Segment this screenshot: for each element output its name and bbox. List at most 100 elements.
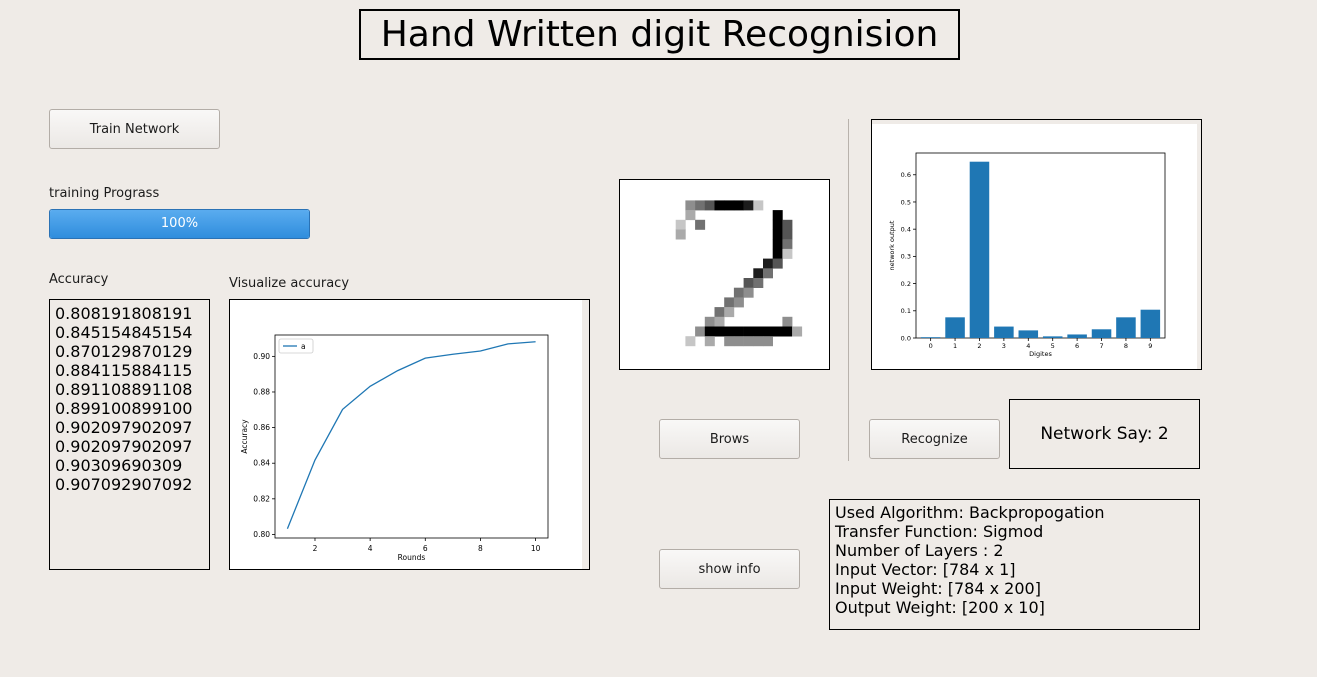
bar <box>920 337 941 338</box>
digit-pixel <box>724 326 735 337</box>
digit-pixel <box>772 210 783 221</box>
y-tick-label: 0.5 <box>901 198 911 206</box>
y-tick-label: 0.80 <box>253 530 270 539</box>
accuracy-line-chart: 2 4 6 8 10 0.80 0.82 0.84 0.86 0.88 0.90 Rounds Accu… <box>240 300 589 569</box>
show-info-button[interactable]: show info <box>659 549 800 589</box>
digit-pixel <box>724 307 735 318</box>
digit-pixel <box>753 326 764 337</box>
digit-pixel <box>772 229 783 240</box>
legend-label: a <box>301 342 306 351</box>
bar <box>945 317 965 338</box>
accuracy-list: 0.808191808191 0.845154845154 0.8701298701… <box>49 299 210 570</box>
y-tick-label: 0.4 <box>901 225 911 233</box>
x-tick-label: 6 <box>423 544 428 553</box>
digit-pixel <box>675 229 686 240</box>
browse-button[interactable]: Brows <box>659 419 800 459</box>
network-output-bar-chart: 0 1 2 3 4 5 6 7 8 9 0.0 0.1 0.2 0.3 0.4 0.5 0.6 Digites ne… <box>872 120 1201 369</box>
x-tick-label: 4 <box>368 544 373 553</box>
info-line: Input Weight: [784 x 200] <box>835 579 1041 598</box>
y-tick-label: 0.2 <box>901 280 911 288</box>
digit-pixel <box>772 219 783 230</box>
digit-pixel <box>685 210 696 221</box>
recognize-button[interactable]: Recognize <box>869 419 1000 459</box>
y-tick-label: 0.86 <box>253 423 270 432</box>
x-tick-label: 1 <box>953 342 957 350</box>
y-tick-label: 0.88 <box>253 387 270 396</box>
network-output-chart-frame: 0 1 2 3 4 5 6 7 8 9 0.0 0.1 0.2 0.3 0.4 0.5 0.6 Digites ne… <box>871 119 1202 370</box>
digit-pixel <box>763 268 773 279</box>
digit-pixel <box>743 326 754 337</box>
bar <box>994 326 1014 338</box>
digit-pixel <box>782 219 793 230</box>
network-info-panel: Used Algorithm: Backpropogation Transfer … <box>829 499 1200 630</box>
vertical-divider <box>848 119 849 461</box>
x-tick-label: 8 <box>1124 342 1128 350</box>
digit-pixel <box>704 316 715 327</box>
digit-pixel <box>763 336 773 347</box>
y-axis-label: network output <box>888 220 896 270</box>
digit-pixel <box>743 200 754 211</box>
y-tick-label: 0.0 <box>901 334 911 342</box>
bar <box>1067 334 1087 338</box>
x-tick-label: 7 <box>1099 342 1103 350</box>
digit-image <box>675 200 803 347</box>
x-axis-label: Rounds <box>398 553 426 562</box>
y-tick-label: 0.6 <box>901 171 911 179</box>
digit-pixel <box>753 200 764 211</box>
network-result-display: Network Say: 2 <box>1009 399 1200 469</box>
bar <box>1042 336 1063 338</box>
info-line: Used Algorithm: Backpropogation <box>835 503 1105 522</box>
digit-pixel <box>743 336 754 347</box>
accuracy-value: 0.870129870129 <box>55 342 193 361</box>
digit-pixel <box>724 297 735 308</box>
digit-pixel <box>685 200 696 211</box>
train-network-button[interactable]: Train Network <box>49 109 220 149</box>
app-title: Hand Written digit Recognision <box>359 9 960 60</box>
x-tick-label: 3 <box>1002 342 1006 350</box>
digit-pixel <box>772 326 783 337</box>
y-tick-label: 0.3 <box>901 253 911 261</box>
digit-pixel <box>772 239 783 250</box>
bar <box>1140 309 1161 338</box>
digit-pixel <box>753 278 764 288</box>
digit-pixel <box>685 336 696 347</box>
digit-pixel <box>695 200 706 211</box>
digit-pixel <box>743 278 754 288</box>
digit-pixel <box>704 336 715 347</box>
info-line: Input Vector: [784 x 1] <box>835 560 1016 579</box>
digit-pixel <box>782 248 793 259</box>
x-tick-label: 2 <box>977 342 981 350</box>
digit-pixel <box>695 326 706 337</box>
x-axis-label: Digites <box>1029 350 1052 358</box>
digit-pixel <box>675 219 686 230</box>
digit-pixel <box>763 326 773 337</box>
accuracy-value: 0.884115884115 <box>55 361 193 380</box>
digit-pixel <box>763 258 773 269</box>
plot-area <box>274 334 549 539</box>
info-line: Transfer Function: Sigmod <box>835 522 1044 541</box>
accuracy-value: 0.90309690309 <box>55 456 183 475</box>
visualize-accuracy-label: Visualize accuracy <box>229 276 350 291</box>
bar <box>1116 317 1136 338</box>
digit-pixel <box>714 316 725 327</box>
y-axis-label: Accuracy <box>240 419 249 454</box>
digit-pixel <box>704 200 715 211</box>
digit-pixel <box>724 336 735 347</box>
digit-pixel <box>714 307 725 318</box>
accuracy-value: 0.891108891108 <box>55 380 193 399</box>
bar <box>1018 330 1039 338</box>
x-tick-label: 0 <box>929 342 933 350</box>
digit-pixel <box>782 316 793 327</box>
y-tick-label: 0.82 <box>253 494 270 503</box>
digit-pixel <box>782 239 793 250</box>
digit-pixel <box>792 326 803 337</box>
x-tick-label: 8 <box>478 544 483 553</box>
digit-pixel <box>733 326 744 337</box>
info-line: Number of Layers : 2 <box>835 541 1004 560</box>
y-tick-label: 0.84 <box>253 459 270 468</box>
accuracy-value: 0.845154845154 <box>55 323 193 342</box>
training-progress-bar: 100% <box>49 209 310 239</box>
x-tick-label: 5 <box>1051 342 1055 350</box>
digit-pixel <box>782 326 793 337</box>
digit-pixel <box>772 248 783 259</box>
